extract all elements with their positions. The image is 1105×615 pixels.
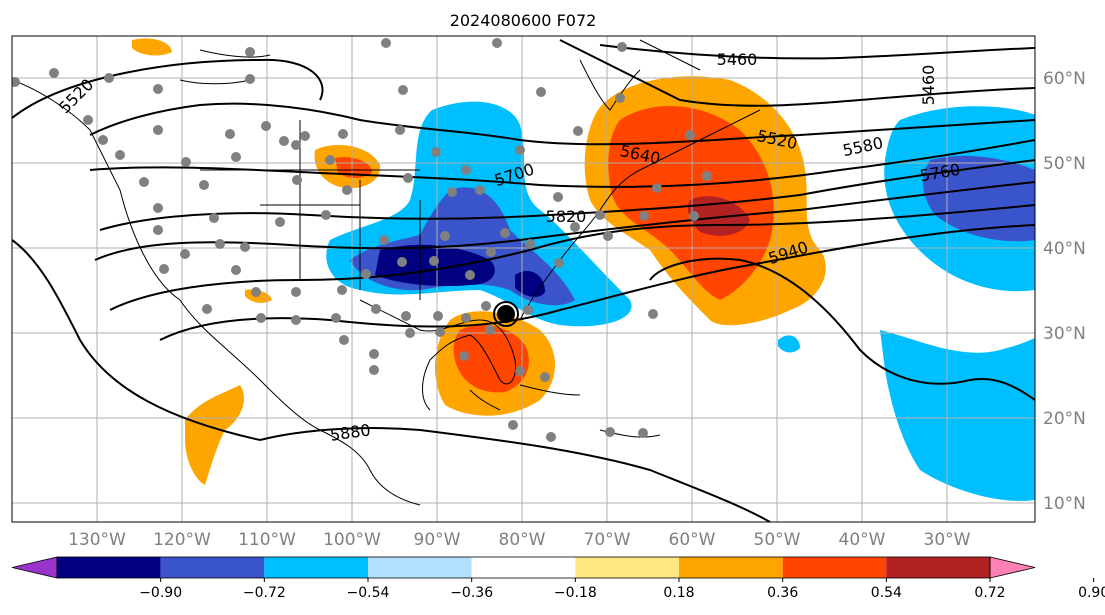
anomaly-field-positive-gulf (434, 311, 555, 416)
colorbar-segment (886, 557, 990, 578)
colorbar-segment (264, 557, 368, 578)
colorbar-tick-label: −0.72 (243, 585, 286, 601)
contour-label-5460-vertical: 5460 (919, 65, 938, 106)
contour-label-5460: 5460 (717, 50, 758, 69)
lat-label-10n: 10°N (1043, 494, 1086, 514)
lat-label-20n: 20°N (1043, 409, 1086, 429)
colorbar-segment (782, 557, 887, 578)
colorbar-segment (368, 557, 472, 578)
lon-label-70w: 70°W (584, 530, 631, 550)
lat-label-40n: 40°N (1043, 239, 1086, 259)
colorbar-extend-high (989, 556, 1036, 579)
lat-label-30n: 30°N (1043, 324, 1086, 344)
map-title: 2024080600 F072 (450, 11, 597, 30)
lon-label-120w: 120°W (153, 530, 211, 550)
lon-label-50w: 50°W (754, 530, 801, 550)
lon-label-90w: 90°W (414, 530, 461, 550)
colorbar-tick-label: 0.54 (871, 585, 902, 601)
lat-label-60n: 60°N (1043, 69, 1086, 89)
colorbar-segment (160, 557, 265, 578)
lon-label-130w: 130°W (68, 530, 126, 550)
map-panel: 5460 5460 5520 5580 5640 5700 5760 5820 … (12, 36, 1035, 522)
lon-label-60w: 60°W (669, 530, 716, 550)
colorbar-tick-label: 0.90 (1078, 585, 1105, 601)
colorbar-segment (471, 557, 576, 578)
station-markers (12, 38, 712, 442)
colorbar-segment (575, 557, 679, 578)
colorbar-tick-label: 0.18 (663, 585, 694, 601)
contour-label-5820: 5820 (546, 207, 587, 226)
colorbar-segment (679, 557, 783, 578)
tropical-cyclone-marker (493, 301, 519, 327)
height-contours (12, 39, 1035, 522)
lon-axis-labels: 130°W 120°W 110°W 100°W 90°W 80°W 70°W 6… (68, 530, 971, 550)
colorbar-tick-label: −0.18 (554, 585, 597, 601)
lat-label-50n: 50°N (1043, 154, 1086, 174)
colorbar: −0.90 −0.72 −0.54 −0.36 −0.18 0.18 0.36 0.54 0.7… (11, 556, 1105, 601)
colorbar-tick-label: 0.36 (767, 585, 798, 601)
colorbar-outline (56, 556, 991, 579)
colorbar-tick-label: −0.90 (139, 585, 182, 601)
lon-label-30w: 30°W (924, 530, 971, 550)
lon-label-110w: 110°W (238, 530, 296, 550)
lon-label-80w: 80°W (499, 530, 546, 550)
colorbar-tick-label: −0.36 (450, 585, 493, 601)
lon-label-100w: 100°W (323, 530, 381, 550)
lon-label-40w: 40°W (839, 530, 886, 550)
anomaly-field-negative-east-atlantic (778, 106, 1035, 501)
colorbar-tick-label: 0.72 (974, 585, 1005, 601)
colorbar-segment (57, 557, 161, 578)
colorbar-extend-low (11, 556, 58, 579)
colorbar-tick-label: −0.54 (347, 585, 390, 601)
lat-axis-labels: 60°N 50°N 40°N 30°N 20°N 10°N (1043, 69, 1086, 514)
map-frame (11, 35, 1036, 523)
